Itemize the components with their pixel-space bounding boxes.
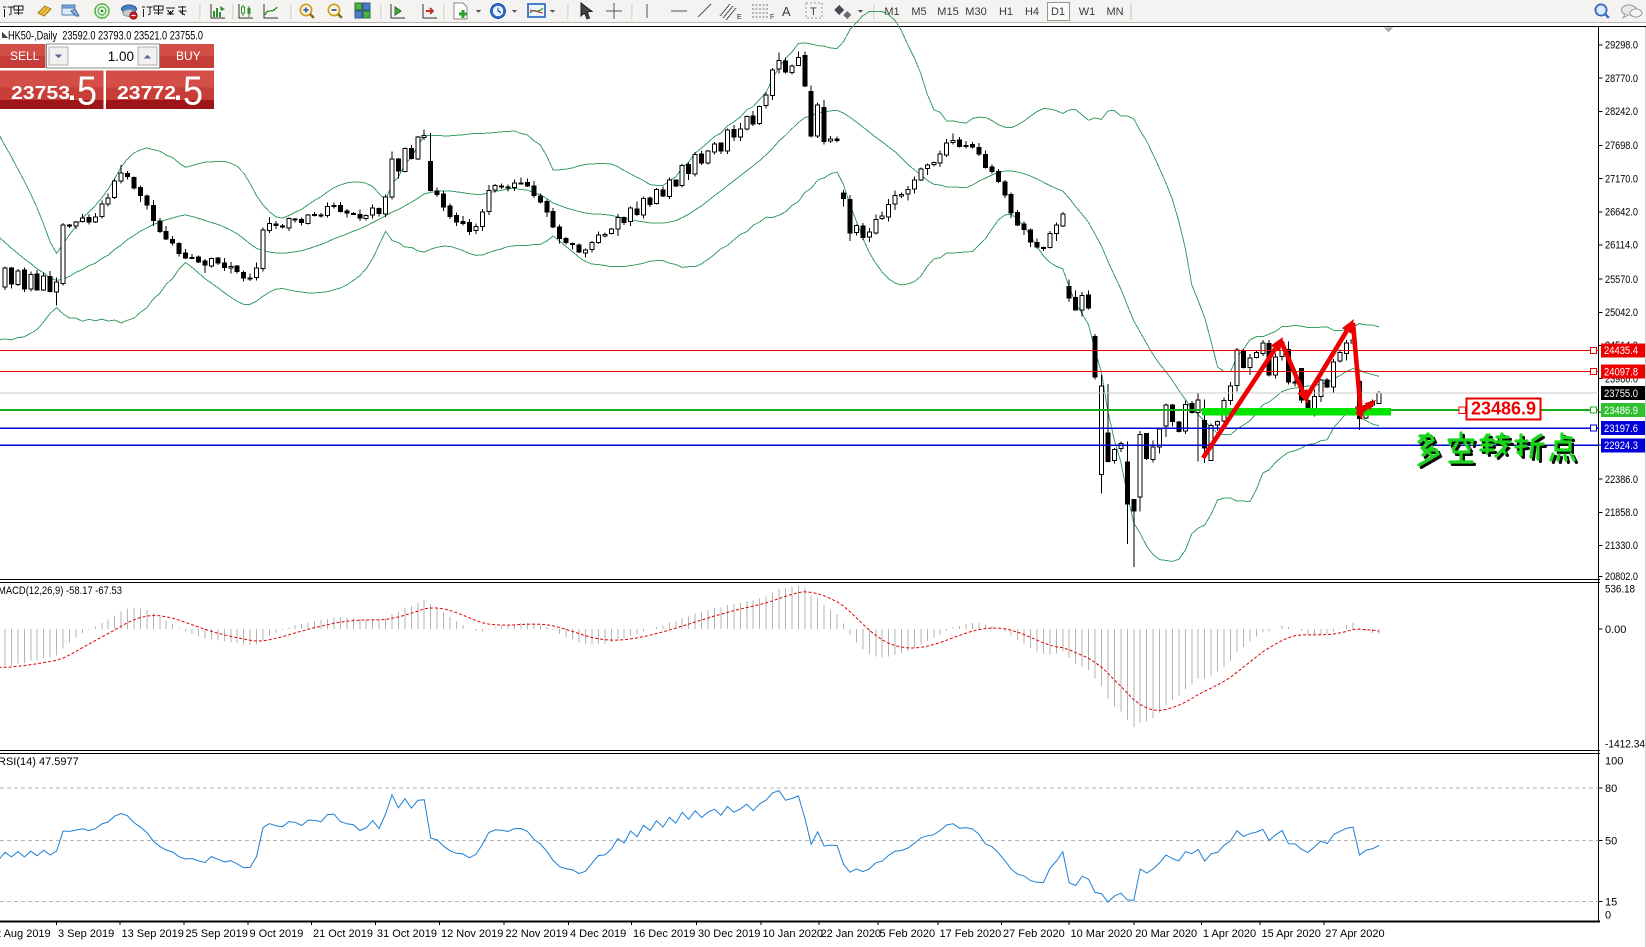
svg-text:23486.9: 23486.9: [1604, 405, 1638, 417]
svg-text:-1412.34: -1412.34: [1605, 739, 1645, 751]
svg-text:1.00: 1.00: [108, 49, 134, 64]
svg-text:25570.0: 25570.0: [1605, 274, 1638, 286]
svg-text:H4: H4: [1025, 6, 1039, 18]
svg-text:H1: H1: [999, 6, 1013, 18]
svg-text:80: 80: [1605, 783, 1617, 795]
svg-text:5 Feb 2020: 5 Feb 2020: [880, 928, 936, 940]
svg-text:9 Oct 2019: 9 Oct 2019: [250, 928, 304, 940]
svg-text:27170.0: 27170.0: [1605, 173, 1638, 185]
svg-text:20802.0: 20802.0: [1605, 571, 1638, 583]
svg-text:M30: M30: [965, 6, 986, 18]
svg-text:25042.0: 25042.0: [1605, 307, 1638, 319]
svg-text:M15: M15: [937, 6, 958, 18]
svg-text:MACD(12,26,9) -58.17 -67.53: MACD(12,26,9) -58.17 -67.53: [0, 585, 122, 597]
svg-text:23772: 23772: [117, 82, 176, 103]
svg-text:5: 5: [183, 68, 203, 114]
svg-text:22 Nov 2019: 22 Nov 2019: [506, 928, 568, 940]
svg-text:27698.0: 27698.0: [1605, 140, 1638, 152]
svg-text:31 Oct 2019: 31 Oct 2019: [377, 928, 437, 940]
svg-text:28770.0: 28770.0: [1605, 73, 1638, 85]
svg-text:22 Jan 2020: 22 Jan 2020: [821, 928, 882, 940]
svg-text:4 Dec 2019: 4 Dec 2019: [570, 928, 626, 940]
svg-text:HK50-,Daily 23592.0 23793.0 2: HK50-,Daily 23592.0 23793.0 23521.0 2375…: [8, 29, 203, 43]
svg-text:24435.4: 24435.4: [1604, 345, 1638, 357]
svg-text:2 Aug 2019: 2 Aug 2019: [0, 928, 51, 940]
svg-text:10 Jan 2020: 10 Jan 2020: [763, 928, 824, 940]
svg-text:24097.8: 24097.8: [1604, 366, 1638, 378]
svg-text:13 Sep 2019: 13 Sep 2019: [122, 928, 184, 940]
svg-text:26642.0: 26642.0: [1605, 207, 1638, 219]
svg-text:25 Sep 2019: 25 Sep 2019: [186, 928, 248, 940]
svg-text:12 Nov 2019: 12 Nov 2019: [441, 928, 503, 940]
svg-text:23486.9: 23486.9: [1471, 399, 1536, 419]
svg-text:23753: 23753: [11, 82, 70, 103]
svg-text:RSI(14) 47.5977: RSI(14) 47.5977: [0, 756, 79, 768]
svg-text:28242.0: 28242.0: [1605, 106, 1638, 118]
svg-text:E: E: [737, 14, 742, 21]
svg-text:27 Feb 2020: 27 Feb 2020: [1003, 928, 1065, 940]
svg-text:F: F: [770, 14, 774, 21]
svg-text:16 Dec 2019: 16 Dec 2019: [633, 928, 695, 940]
svg-text:0.00: 0.00: [1605, 624, 1626, 636]
svg-text:0: 0: [1605, 910, 1611, 922]
svg-text:D1: D1: [1051, 6, 1065, 18]
svg-text:MN: MN: [1106, 6, 1123, 18]
svg-text:3 Sep 2019: 3 Sep 2019: [58, 928, 114, 940]
svg-text:10 Mar 2020: 10 Mar 2020: [1071, 928, 1133, 940]
svg-text:1 Apr 2020: 1 Apr 2020: [1203, 928, 1256, 940]
svg-text:17 Feb 2020: 17 Feb 2020: [940, 928, 1002, 940]
svg-text:27 Apr 2020: 27 Apr 2020: [1325, 928, 1384, 940]
svg-text:100: 100: [1605, 756, 1623, 768]
svg-text:M1: M1: [884, 6, 899, 18]
svg-text:50: 50: [1605, 835, 1617, 847]
svg-text:15: 15: [1605, 897, 1617, 909]
svg-text:23197.6: 23197.6: [1604, 423, 1638, 435]
svg-text:A: A: [782, 4, 791, 19]
svg-text:5: 5: [77, 68, 97, 114]
svg-text:M5: M5: [911, 6, 926, 18]
svg-text:536.18: 536.18: [1605, 584, 1635, 596]
svg-text:21858.0: 21858.0: [1605, 507, 1638, 519]
svg-text:SELL: SELL: [10, 49, 40, 63]
svg-text:W1: W1: [1079, 6, 1096, 18]
svg-text:T: T: [810, 6, 817, 18]
svg-text:29298.0: 29298.0: [1605, 40, 1638, 52]
svg-text:22924.3: 22924.3: [1604, 440, 1638, 452]
svg-text:21 Oct 2019: 21 Oct 2019: [313, 928, 373, 940]
svg-text:BUY: BUY: [176, 49, 201, 63]
svg-text:22386.0: 22386.0: [1605, 474, 1638, 486]
svg-text:20 Mar 2020: 20 Mar 2020: [1135, 928, 1197, 940]
svg-text:26114.0: 26114.0: [1605, 240, 1638, 252]
svg-text:23755.0: 23755.0: [1604, 388, 1638, 400]
svg-text:15 Apr 2020: 15 Apr 2020: [1262, 928, 1321, 940]
svg-text:30 Dec 2019: 30 Dec 2019: [698, 928, 760, 940]
svg-text:21330.0: 21330.0: [1605, 540, 1638, 552]
